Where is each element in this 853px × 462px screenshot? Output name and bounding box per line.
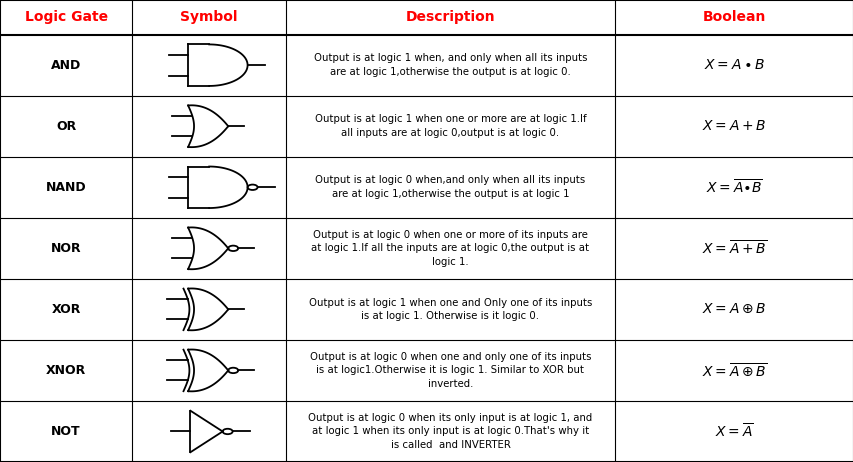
Text: Output is at logic 0 when,and only when all its inputs
are at logic 1,otherwise : Output is at logic 0 when,and only when … (315, 176, 585, 199)
Text: NAND: NAND (46, 181, 86, 194)
Text: NOR: NOR (51, 242, 81, 255)
Text: $X = A+B$: $X = A+B$ (701, 119, 766, 133)
Text: Output is at logic 0 when its only input is at logic 1, and
at logic 1 when its : Output is at logic 0 when its only input… (308, 413, 592, 450)
Text: XNOR: XNOR (46, 364, 86, 377)
Text: AND: AND (51, 59, 81, 72)
Text: Symbol: Symbol (180, 10, 238, 24)
Text: $X = A \oplus B$: $X = A \oplus B$ (701, 302, 766, 316)
Text: Output is at logic 1 when one or more are at logic 1.If
all inputs are at logic : Output is at logic 1 when one or more ar… (314, 115, 586, 138)
Text: NOT: NOT (51, 425, 81, 438)
Text: Output is at logic 1 when one and Only one of its inputs
is at logic 1. Otherwis: Output is at logic 1 when one and Only o… (309, 298, 591, 321)
Text: Description: Description (405, 10, 495, 24)
Text: Logic Gate: Logic Gate (25, 10, 107, 24)
Text: $X = \overline{A+B}$: $X = \overline{A+B}$ (701, 239, 766, 257)
Text: $X = A\bullet B$: $X = A\bullet B$ (703, 58, 764, 72)
Text: XOR: XOR (51, 303, 81, 316)
Text: Output is at logic 0 when one and only one of its inputs
is at logic1.Otherwise : Output is at logic 0 when one and only o… (310, 352, 590, 389)
Text: Boolean: Boolean (702, 10, 765, 24)
Text: $X = \overline{A{\bullet}B}$: $X = \overline{A{\bullet}B}$ (705, 178, 762, 196)
Text: $X = \overline{A}$: $X = \overline{A}$ (714, 422, 753, 441)
Text: Output is at logic 0 when one or more of its inputs are
at logic 1.If all the in: Output is at logic 0 when one or more of… (311, 230, 589, 267)
Text: OR: OR (56, 120, 76, 133)
Text: $X = \overline{A \oplus B}$: $X = \overline{A \oplus B}$ (701, 362, 766, 379)
Text: Output is at logic 1 when, and only when all its inputs
are at logic 1,otherwise: Output is at logic 1 when, and only when… (313, 54, 587, 77)
